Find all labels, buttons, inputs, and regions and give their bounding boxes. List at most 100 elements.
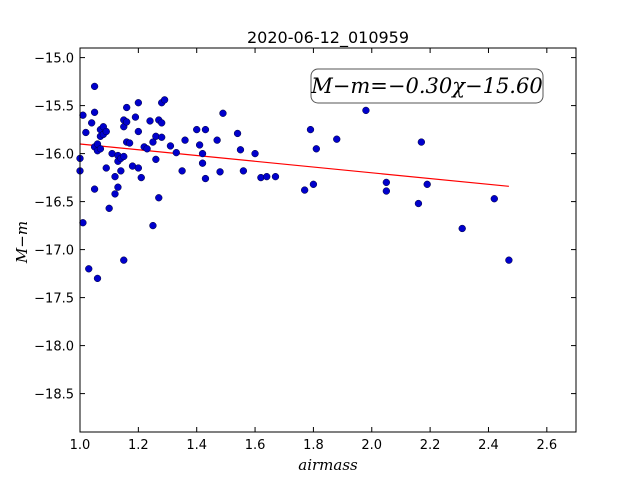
x-axis-ticks: 1.0 1.2 1.4 1.6 1.8 2.0 2.2 2.4 2.6: [70, 48, 557, 453]
data-point: [423, 180, 431, 188]
data-point: [166, 142, 175, 150]
axes-frame: [79, 47, 577, 433]
y-tick-label: −18.5: [34, 388, 74, 403]
data-point: [251, 149, 259, 158]
data-point: [306, 125, 315, 134]
y-tick-label: −17.5: [34, 292, 74, 307]
data-point: [102, 127, 110, 136]
data-point: [143, 145, 151, 153]
data-point: [123, 118, 131, 126]
data-point: [120, 152, 128, 161]
y-tick-label: −18.0: [34, 340, 74, 355]
y-tick-label: −17.0: [34, 244, 74, 259]
data-point: [505, 256, 513, 264]
y-tick-label: −16.5: [34, 196, 74, 211]
data-point: [134, 127, 143, 136]
data-point: [96, 145, 105, 153]
data-point: [137, 173, 145, 182]
data-point: [90, 185, 99, 193]
data-point: [362, 106, 370, 115]
data-point: [382, 178, 391, 187]
data-point: [213, 136, 221, 144]
fit-equation: M−m=−0.30χ−15.60: [310, 74, 542, 98]
data-point: [105, 204, 113, 212]
data-point: [333, 135, 341, 143]
x-tick-label: 1.6: [245, 438, 266, 453]
plot-area: [76, 82, 513, 283]
data-point: [216, 168, 224, 176]
x-axis-label: airmass: [298, 456, 358, 474]
data-point: [417, 138, 426, 146]
data-point: [181, 136, 189, 144]
x-tick-label: 2.6: [536, 438, 557, 453]
data-point: [271, 172, 280, 181]
annotation-frame: [310, 68, 544, 104]
data-point: [158, 119, 166, 127]
x-tick-label: 1.8: [303, 438, 324, 453]
data-point: [263, 172, 271, 181]
x-tick-label: 2.4: [478, 438, 499, 453]
data-point: [125, 139, 134, 147]
data-point: [134, 164, 143, 172]
data-point: [198, 149, 207, 158]
y-tick-label: −15.0: [34, 52, 74, 67]
data-points: [76, 82, 513, 283]
data-point: [236, 146, 245, 154]
data-point: [117, 167, 125, 175]
x-tick-label: 2.0: [361, 438, 382, 453]
data-point: [149, 138, 157, 146]
data-point: [146, 117, 154, 125]
data-point: [82, 128, 90, 137]
data-point: [114, 183, 122, 191]
data-point: [201, 125, 210, 134]
data-point: [79, 219, 87, 227]
data-point: [152, 155, 160, 164]
data-point: [90, 82, 99, 91]
data-point: [111, 190, 119, 198]
data-point: [120, 256, 128, 264]
data-point: [458, 224, 466, 233]
data-point: [414, 199, 423, 208]
y-axis-ticks: −15.0 −15.5 −16.0 −16.5 −17.0 −17.5 −18.0 −18.5: [34, 52, 576, 403]
data-point: [193, 125, 201, 134]
y-axis-label: M−m: [13, 221, 31, 264]
data-point: [309, 180, 318, 188]
data-point: [88, 119, 96, 127]
data-point: [158, 133, 166, 141]
y-tick-label: −15.5: [34, 100, 74, 115]
data-point: [131, 113, 140, 121]
data-point: [102, 164, 110, 172]
fit-annotation-box: M−m=−0.30χ−15.60: [310, 68, 544, 104]
data-point: [195, 141, 204, 149]
data-point: [160, 96, 169, 104]
data-point: [382, 187, 391, 195]
data-point: [93, 274, 102, 283]
data-point: [312, 145, 320, 153]
x-tick-label: 1.2: [128, 438, 149, 453]
data-point: [490, 195, 498, 203]
data-point: [123, 103, 131, 112]
data-point: [155, 194, 163, 202]
data-point: [198, 159, 207, 167]
data-point: [233, 129, 242, 138]
y-tick-label: −16.0: [34, 148, 74, 163]
data-point: [85, 265, 93, 273]
data-point: [90, 108, 99, 116]
data-point: [134, 99, 143, 107]
data-point: [79, 111, 87, 119]
fit-line-layer: [79, 143, 509, 187]
data-point: [301, 186, 309, 194]
data-point: [149, 221, 157, 230]
chart-title: 2020-06-12_010959: [247, 28, 409, 48]
data-point: [201, 174, 210, 183]
data-point: [178, 167, 186, 175]
data-point: [172, 148, 180, 157]
x-tick-label: 1.4: [186, 438, 207, 453]
x-tick-label: 2.2: [420, 438, 441, 453]
x-tick-label: 1.0: [70, 438, 91, 453]
data-point: [219, 109, 227, 117]
data-point: [239, 167, 248, 175]
data-point: [111, 172, 119, 181]
fit-line: [79, 143, 509, 187]
